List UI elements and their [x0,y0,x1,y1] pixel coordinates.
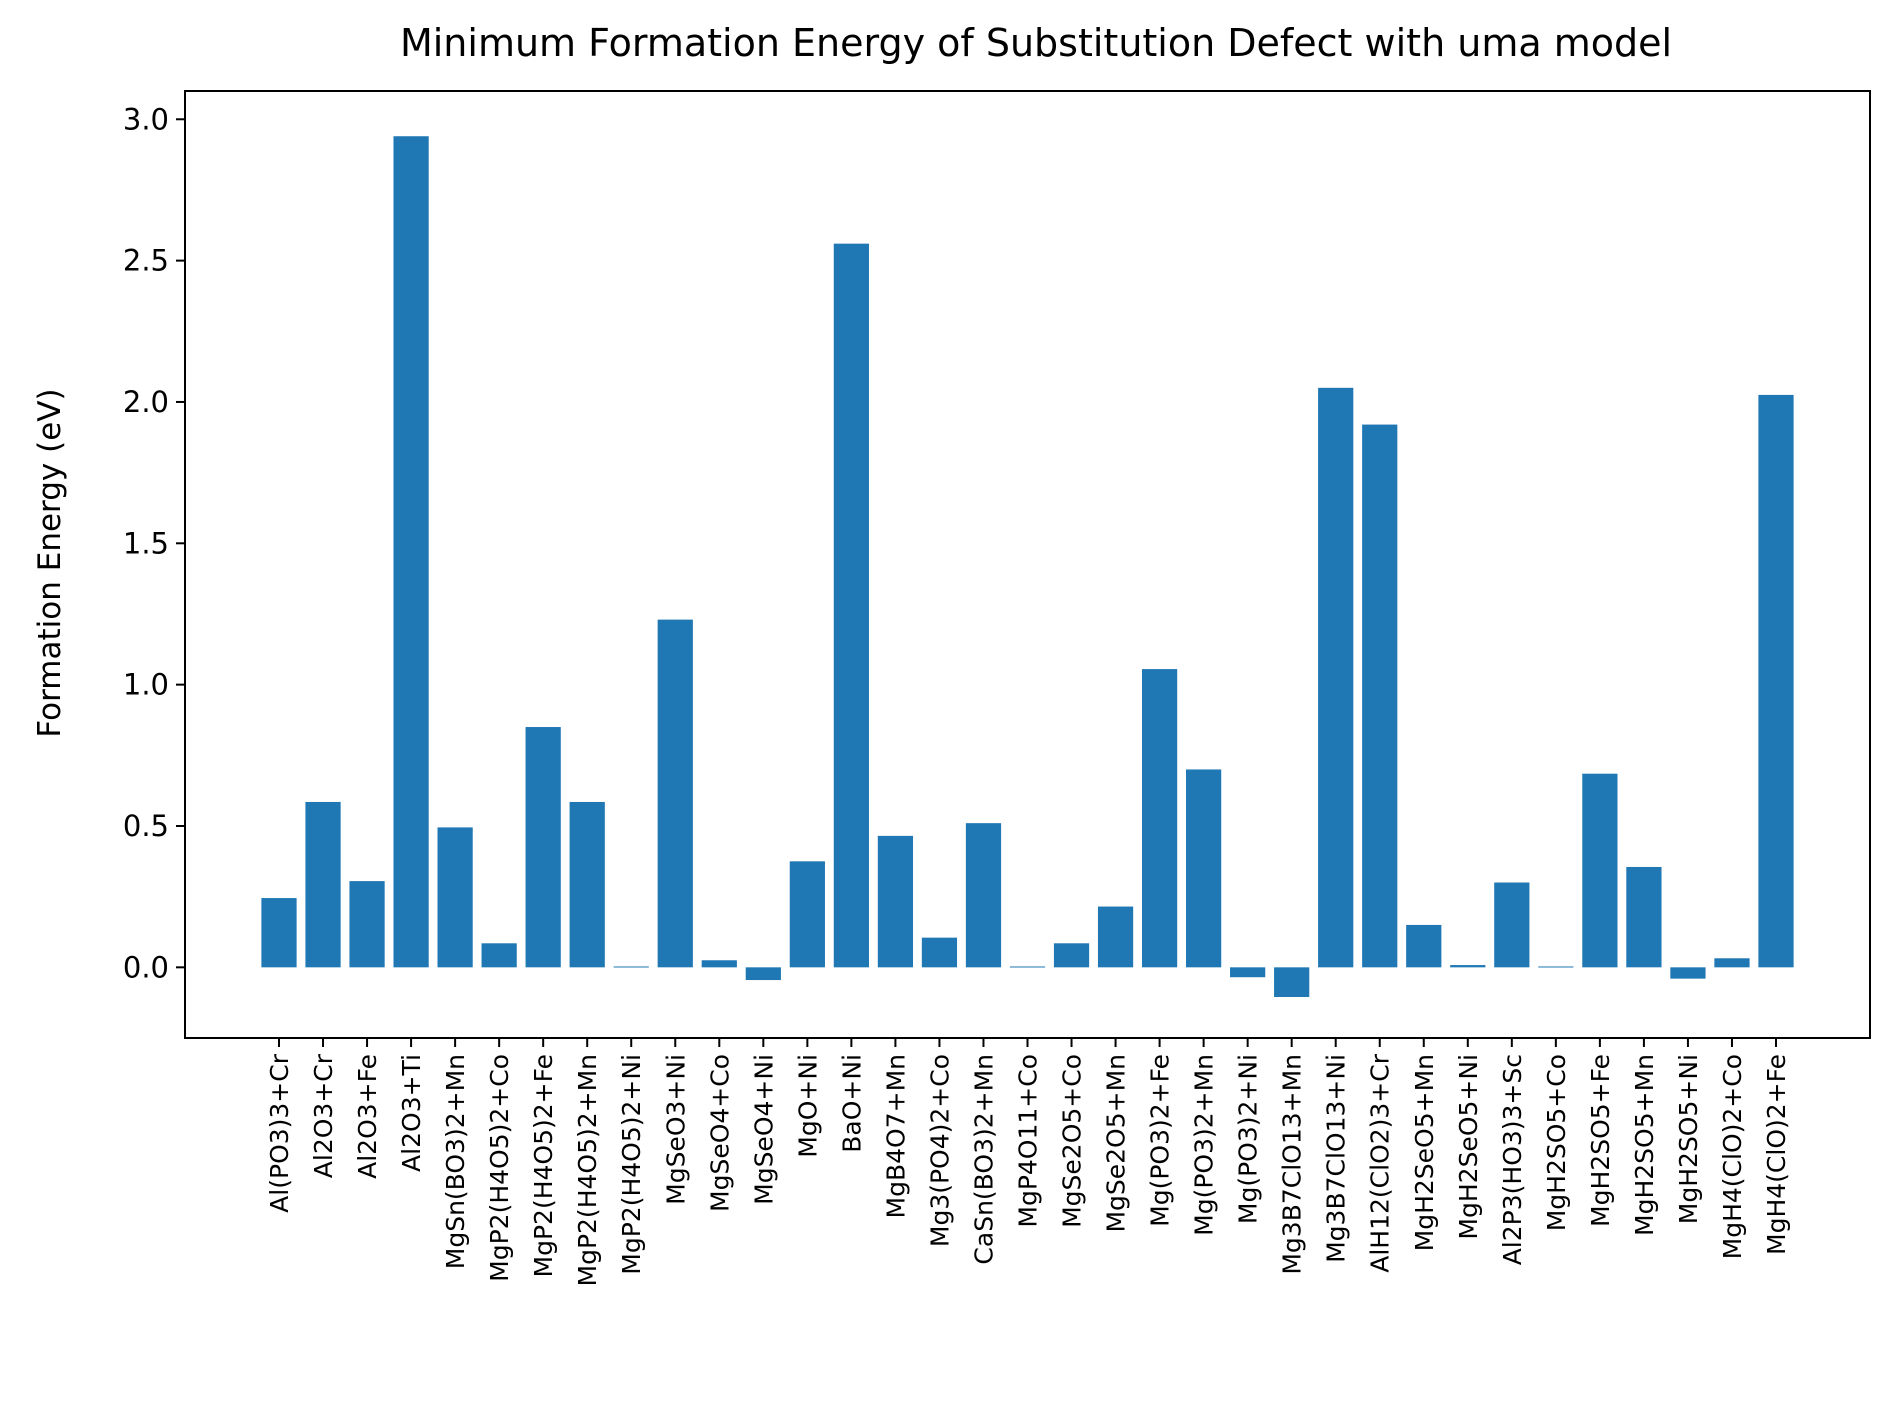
y-tick-label: 1.5 [123,526,169,560]
bar-29 [1538,966,1574,968]
y-axis-label: Formation Energy (eV) [32,388,68,737]
x-tick-label: Al(PO3)3+Cr [265,1053,294,1213]
bar-25 [1362,424,1398,968]
x-tick-label: Mg(PO3)2+Fe [1146,1054,1175,1227]
plot-frame [184,90,1871,1039]
bar-23 [1274,967,1310,998]
x-tick-label: Al2O3+Cr [309,1053,338,1178]
x-tick-label: MgH2SO5+Fe [1586,1054,1615,1227]
x-tick-label: BaO+Ni [837,1054,866,1153]
bar-18 [1053,943,1090,968]
bars-group [261,136,1794,998]
x-tick-label: MgSn(BO3)2+Mn [441,1054,470,1269]
bar-27 [1450,965,1486,968]
bar-8 [613,966,649,968]
y-tick-label: 2.0 [123,385,169,419]
bar-0 [261,898,297,968]
x-tick-label: Mg3B7ClO13+Ni [1322,1054,1351,1263]
bar-30 [1582,773,1618,968]
bar-16 [965,823,1002,968]
bar-3 [393,136,429,968]
x-tick-label: MgH2SeO5+Mn [1410,1054,1439,1251]
y-tick-label: 3.0 [123,102,169,136]
bar-11 [745,967,781,981]
y-tick-label: 2.5 [123,244,169,278]
x-tick-label: MgSeO3+Ni [661,1054,690,1205]
bar-7 [569,801,605,968]
y-tick-label: 0.5 [123,809,169,843]
x-tick-label: MgSe2O5+Co [1058,1054,1087,1228]
x-tick-label: MgSeO4+Co [705,1054,734,1212]
x-tick-label: Al2O3+Fe [353,1054,382,1179]
x-tick-label: MgO+Ni [793,1054,822,1158]
x-tick-label: MgB4O7+Mn [881,1054,910,1218]
x-tick-label: MgSe2O5+Mn [1102,1054,1131,1233]
x-tick-label: CaSn(BO3)2+Mn [969,1054,998,1265]
x-tick-label: MgH4(ClO)2+Co [1718,1054,1747,1259]
x-tick-label: MgH4(ClO)2+Fe [1762,1054,1791,1255]
x-tick-label: Al2O3+Ti [397,1054,426,1172]
x-axis: Al(PO3)3+Cr Al2O3+Cr Al2O3+Fe Al2O3+Ti MgSn(… [265,1038,1791,1286]
bar-24 [1318,387,1354,968]
x-tick-label: MgH2SO5+Ni [1674,1054,1703,1224]
bar-19 [1097,906,1134,968]
bar-13 [833,243,869,968]
x-tick-label: MgH2SeO5+Ni [1454,1054,1483,1240]
bar-6 [525,727,561,968]
bar-17 [1009,966,1046,968]
bar-1 [305,801,341,968]
bar-15 [921,937,958,968]
x-tick-label: Mg(PO3)2+Ni [1234,1054,1263,1224]
bar-28 [1494,882,1530,968]
y-axis: 0.0 0.5 1.0 1.5 2.0 2.5 3.0 [123,102,185,984]
x-tick-label: MgH2SO5+Co [1542,1054,1571,1231]
bar-33 [1714,958,1750,968]
x-tick-label: MgP4O11+Co [1014,1054,1043,1228]
bar-32 [1670,967,1706,979]
x-tick-label: MgH2SO5+Mn [1630,1054,1659,1236]
bar-2 [349,881,385,968]
x-tick-label: Mg3(PO4)2+Co [925,1054,954,1247]
x-tick-label: MgP2(H4O5)2+Co [485,1054,514,1282]
x-tick-label: Mg3B7ClO13+Mn [1278,1054,1307,1275]
bar-4 [437,827,473,968]
x-tick-label: MgP2(H4O5)2+Mn [573,1054,602,1286]
y-tick-label: 1.0 [123,668,169,702]
x-tick-label: Al2P3(HO3)3+Sc [1498,1054,1527,1265]
bar-9 [657,619,693,968]
x-tick-label: Mg(PO3)2+Mn [1190,1054,1219,1236]
bar-26 [1406,924,1442,968]
x-tick-label: MgP2(H4O5)2+Fe [529,1054,558,1277]
bar-31 [1626,866,1662,968]
bar-14 [877,835,914,968]
y-tick-label: 0.0 [123,950,169,984]
bar-10 [701,960,737,968]
x-tick-label: MgSeO4+Ni [749,1054,778,1205]
bar-5 [481,943,517,968]
chart-title: Minimum Formation Energy of Substitution… [400,21,1672,65]
bar-20 [1141,669,1178,968]
bar-22 [1230,967,1266,978]
x-tick-label: AlH12(ClO2)3+Cr [1366,1053,1395,1272]
x-tick-label: MgP2(H4O5)2+Ni [617,1054,646,1275]
bar-21 [1186,769,1222,968]
bar-12 [789,861,825,968]
bar-34 [1758,394,1794,968]
